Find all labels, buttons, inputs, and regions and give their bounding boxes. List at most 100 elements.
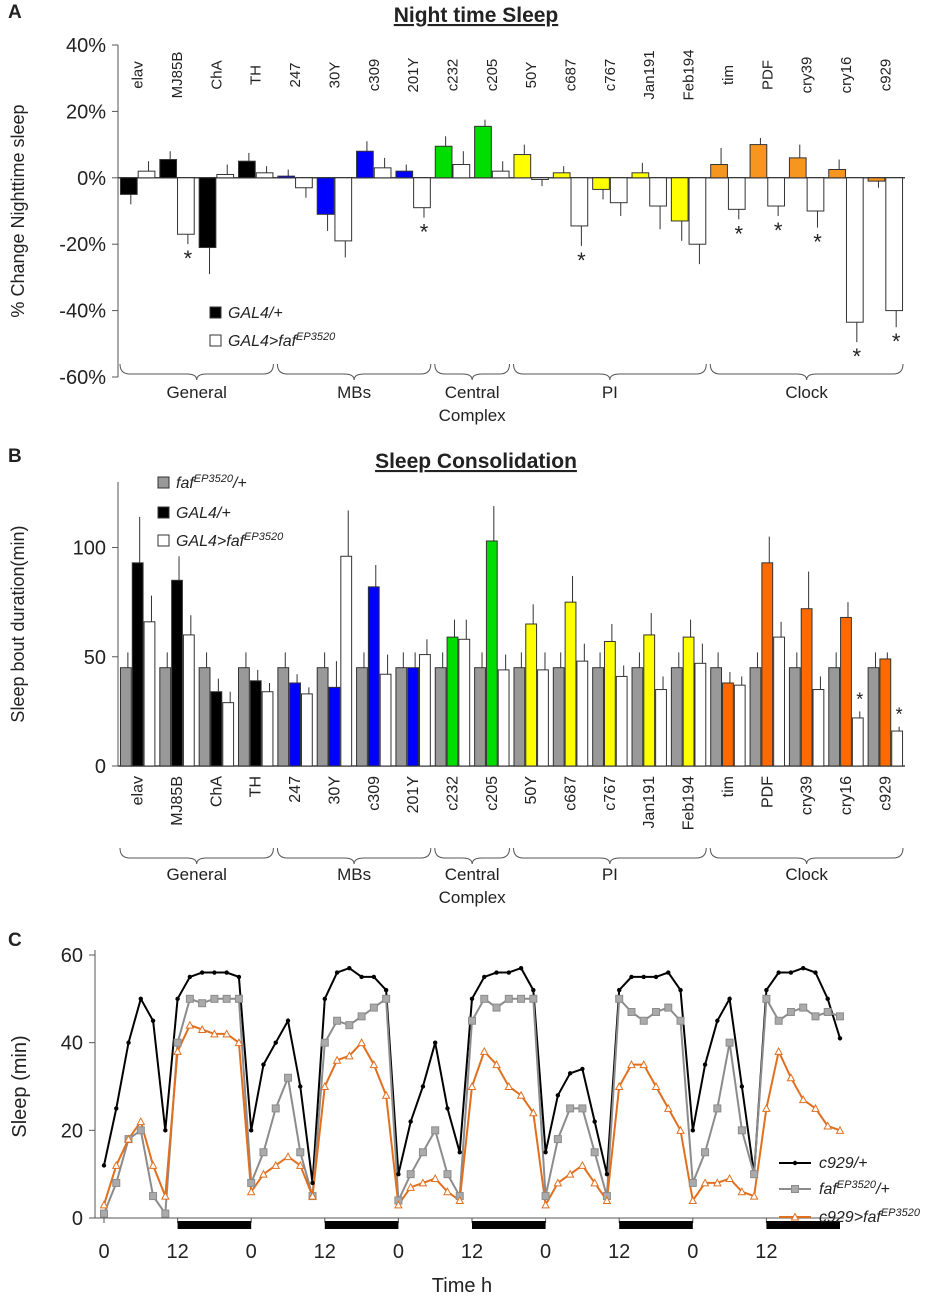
bar [340, 555, 353, 767]
x-tick-label: 0 [540, 1241, 551, 1263]
point [553, 1178, 563, 1187]
bar [891, 730, 904, 767]
point [567, 1071, 573, 1076]
point [271, 1104, 280, 1113]
legend-label-part: faf [819, 1181, 838, 1198]
bar [710, 667, 723, 767]
y-tick-label: 40% [66, 35, 106, 57]
legend-label: c929>fafEP3520 [819, 1207, 921, 1226]
x-tick-label: elav [130, 776, 147, 805]
bar [603, 640, 616, 767]
chart-title: Night time Sleep [394, 4, 559, 27]
x-tick-label: c929 [877, 776, 894, 811]
point [310, 1180, 315, 1186]
point [566, 1104, 575, 1113]
dark-period [766, 1221, 840, 1229]
point [185, 994, 194, 1003]
point [295, 1160, 305, 1169]
bar [491, 170, 510, 179]
point [357, 1038, 366, 1047]
point [504, 994, 513, 1003]
x-tick-label: MJ85B [169, 776, 186, 826]
point [663, 1103, 673, 1112]
point [811, 1103, 820, 1112]
point [617, 987, 622, 993]
bar [238, 160, 256, 179]
point [652, 1007, 660, 1016]
panel-label: B [8, 446, 22, 467]
bar [255, 172, 274, 179]
bar [670, 177, 689, 222]
point [138, 996, 143, 1002]
bar [564, 601, 577, 767]
bar [655, 689, 667, 767]
point [322, 996, 327, 1002]
point [604, 1171, 610, 1177]
point [126, 1040, 131, 1045]
bar [210, 691, 223, 767]
y-axis-label: Sleep (min) [9, 1035, 31, 1137]
point [739, 1084, 745, 1089]
point [541, 1200, 550, 1209]
bar [800, 608, 813, 767]
point [506, 970, 511, 975]
point [136, 1126, 145, 1135]
point [467, 1081, 477, 1090]
point [469, 996, 475, 1002]
dark-period [324, 1221, 399, 1229]
point [136, 1117, 146, 1126]
point [553, 1135, 562, 1144]
point [641, 974, 646, 980]
x-tick-label: 0 [98, 1241, 109, 1263]
point [774, 1046, 784, 1055]
point [825, 996, 830, 1002]
y-tick-label: 50 [84, 647, 106, 669]
legend-swatch [157, 534, 170, 547]
x-tick-label: 50Y [523, 62, 540, 89]
bar [159, 159, 178, 179]
legend-label-part: EP3520 [296, 331, 336, 343]
point [234, 994, 243, 1003]
point [494, 970, 499, 975]
point [516, 1090, 526, 1099]
point [482, 974, 487, 980]
bar [615, 675, 628, 767]
bar [277, 175, 296, 179]
point [173, 1038, 182, 1047]
point [150, 1018, 156, 1023]
x-tick-label: 12 [608, 1241, 630, 1263]
point [185, 1020, 195, 1029]
point [332, 1055, 342, 1064]
point [590, 1148, 599, 1157]
bar [688, 177, 707, 245]
point [344, 1051, 354, 1060]
bar [182, 634, 195, 767]
legend-swatch [157, 506, 170, 519]
significance-mark: * [853, 344, 862, 369]
group-label: Clock [785, 383, 828, 402]
legend-label: fafEP3520/+ [176, 473, 247, 492]
bar [373, 167, 392, 179]
legend-label-part: EP3520 [881, 1207, 921, 1219]
point [420, 1084, 426, 1089]
y-tick-label: 0 [95, 756, 106, 778]
point [737, 1187, 747, 1196]
bar [395, 667, 408, 767]
point [676, 1125, 685, 1134]
x-tick-label: Jan191 [641, 50, 658, 99]
point [531, 987, 536, 993]
x-tick-label: cry39 [799, 57, 816, 94]
bar [727, 177, 746, 210]
point [737, 1126, 746, 1135]
x-tick-label: c309 [366, 59, 383, 92]
point [492, 1060, 501, 1069]
bar [570, 177, 589, 227]
group-label: General [166, 383, 226, 402]
point [187, 974, 193, 980]
group-label: MBs [337, 865, 371, 884]
x-tick-label: 12 [314, 1241, 336, 1263]
bar [643, 634, 656, 767]
point [111, 1160, 121, 1169]
x-tick-label: tim [720, 65, 737, 85]
x-tick-label: Feb194 [681, 50, 698, 101]
